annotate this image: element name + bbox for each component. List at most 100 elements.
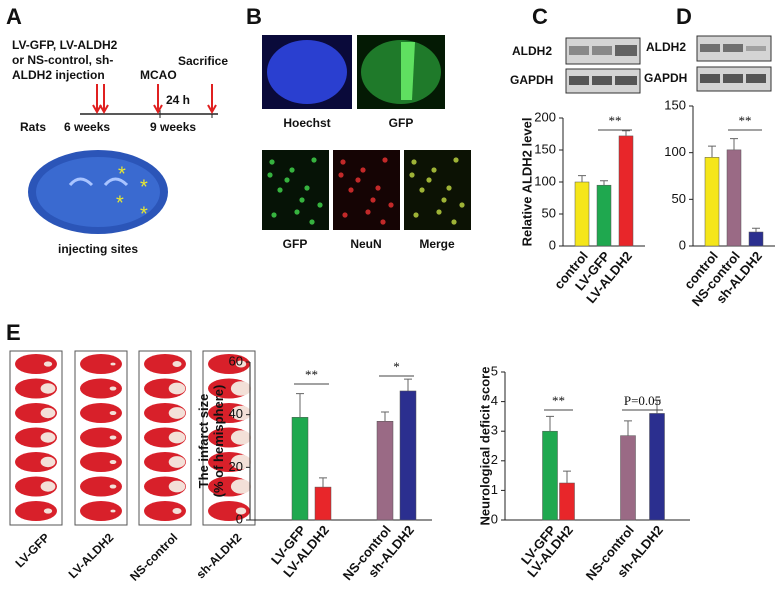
blot-label: ALDH2 — [512, 44, 552, 58]
slice — [15, 501, 57, 521]
arrows — [92, 84, 217, 115]
age-label: 6 weeks — [64, 120, 110, 134]
lesion — [235, 507, 247, 515]
lesion — [168, 431, 186, 444]
lesion — [168, 407, 186, 419]
blot-label: GAPDH — [644, 71, 687, 85]
bar — [649, 413, 665, 521]
error-bar — [730, 138, 738, 150]
significance-label: * — [393, 359, 400, 374]
bar — [704, 157, 720, 247]
cell — [431, 167, 437, 173]
protocol-text: ALDH2 injection — [12, 68, 105, 82]
sacrifice-label: Sacrifice — [178, 54, 228, 68]
error-bar — [381, 411, 389, 422]
error-bar — [296, 393, 304, 418]
cell — [459, 202, 465, 208]
cell — [355, 177, 361, 183]
y-tick-label: 0 — [491, 511, 498, 526]
subject-label: Rats — [20, 120, 46, 134]
bar — [748, 231, 764, 247]
image-caption: GFP — [283, 237, 308, 251]
image-caption: injecting sites — [58, 242, 138, 256]
y-tick-label: 60 — [229, 353, 243, 368]
slice — [80, 378, 122, 399]
cell — [388, 202, 394, 208]
cell — [309, 219, 315, 225]
lesion — [109, 410, 117, 416]
lesion — [109, 435, 117, 440]
lesion — [40, 383, 56, 394]
significance-label: ** — [305, 367, 318, 382]
cell — [289, 167, 295, 173]
cell — [413, 212, 419, 218]
y-tick-label: 50 — [672, 191, 686, 206]
mcao-label: MCAO — [140, 68, 177, 82]
slice — [80, 427, 122, 448]
image-caption: Merge — [419, 237, 455, 251]
panel-label: D — [676, 4, 692, 29]
bar — [620, 435, 636, 521]
error-bar — [624, 420, 632, 436]
slice — [208, 501, 250, 521]
lesion — [43, 508, 53, 514]
y-tick-label: 150 — [664, 97, 686, 112]
lesion — [235, 360, 247, 368]
slice — [80, 354, 122, 374]
cell — [419, 187, 425, 193]
error-bar — [752, 227, 760, 232]
error-bar — [578, 175, 586, 182]
error-bar — [653, 399, 661, 414]
cell — [453, 157, 459, 163]
cell — [317, 202, 323, 208]
slice — [15, 354, 57, 374]
bar — [559, 482, 575, 521]
error-bar — [546, 415, 554, 432]
lesion — [110, 509, 116, 513]
error-bar — [600, 180, 608, 186]
coronal-images — [262, 35, 445, 109]
lesion — [109, 386, 117, 391]
bar — [574, 181, 590, 247]
panel-label: E — [6, 320, 21, 345]
significance-label: ** — [609, 113, 622, 128]
brain-image: * * * * — [28, 150, 168, 234]
bar — [376, 421, 394, 521]
image-caption: Hoechst — [283, 116, 330, 130]
y-tick-label: 150 — [534, 141, 556, 156]
lesion — [230, 430, 252, 445]
lesion — [40, 481, 56, 492]
cell — [277, 187, 283, 193]
y-axis-label: Neurological deficit score — [477, 367, 492, 526]
image-caption: NeuN — [350, 237, 381, 251]
bar — [596, 184, 612, 247]
cell — [451, 219, 457, 225]
svg-text:*: * — [116, 192, 124, 214]
y-axis-label: (% of hemisphere) — [211, 385, 226, 498]
bar — [726, 149, 742, 247]
error-bar — [622, 130, 630, 136]
bar — [399, 390, 417, 521]
bar — [618, 135, 634, 247]
cell — [409, 172, 415, 178]
cell — [304, 185, 310, 191]
error-bar — [404, 378, 412, 391]
blot-images — [565, 35, 772, 94]
y-tick-label: 5 — [491, 363, 498, 378]
lesion — [40, 407, 56, 419]
cell — [441, 197, 447, 203]
y-tick-label: 1 — [491, 482, 498, 497]
y-tick-label: 100 — [664, 144, 686, 159]
group-label: NS-control — [127, 530, 180, 583]
lesion — [110, 362, 116, 366]
cell — [299, 197, 305, 203]
cell — [360, 167, 366, 173]
cell — [411, 159, 417, 165]
lesion — [40, 456, 56, 468]
y-tick-label: 3 — [491, 423, 498, 438]
significance-label: P=0.05 — [624, 393, 661, 408]
protocol-text: LV-GFP, LV-ALDH2 — [12, 38, 118, 52]
y-tick-label: 100 — [534, 173, 556, 188]
cell — [342, 212, 348, 218]
cell — [338, 172, 344, 178]
